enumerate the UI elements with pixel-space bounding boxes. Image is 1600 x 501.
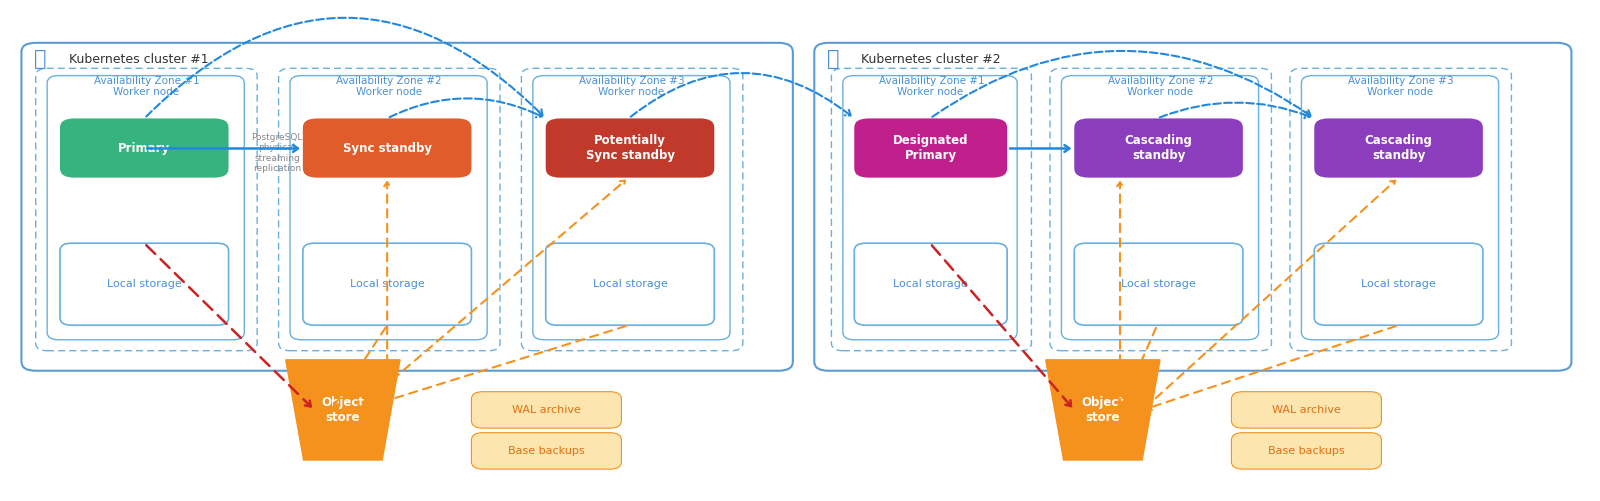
Text: Local storage: Local storage: [1362, 279, 1435, 289]
FancyBboxPatch shape: [1232, 392, 1381, 428]
Text: Kubernetes cluster #2: Kubernetes cluster #2: [861, 53, 1002, 66]
Text: Local storage: Local storage: [107, 279, 182, 289]
Text: WAL archive: WAL archive: [512, 405, 581, 415]
FancyBboxPatch shape: [1314, 243, 1483, 325]
Text: Object
store: Object store: [322, 396, 365, 424]
Text: Cascading
standby: Cascading standby: [1125, 134, 1192, 162]
FancyBboxPatch shape: [1232, 433, 1381, 469]
Text: Worker node: Worker node: [898, 87, 963, 97]
Text: Worker node: Worker node: [1126, 87, 1194, 97]
Text: ⎈: ⎈: [34, 49, 46, 69]
Text: Object
store: Object store: [1082, 396, 1125, 424]
Text: Local storage: Local storage: [893, 279, 968, 289]
Text: Worker node: Worker node: [355, 87, 422, 97]
FancyBboxPatch shape: [61, 118, 229, 178]
Text: Availability Zone #2: Availability Zone #2: [1107, 76, 1213, 86]
Polygon shape: [286, 360, 400, 460]
Text: Kubernetes cluster #1: Kubernetes cluster #1: [69, 53, 208, 66]
Text: Worker node: Worker node: [1366, 87, 1434, 97]
Text: Base backups: Base backups: [509, 446, 584, 456]
FancyBboxPatch shape: [1074, 118, 1243, 178]
Text: Sync standby: Sync standby: [342, 141, 432, 154]
Text: WAL archive: WAL archive: [1272, 405, 1341, 415]
FancyBboxPatch shape: [854, 118, 1006, 178]
Text: Availability Zone #1: Availability Zone #1: [878, 76, 984, 86]
Text: Worker node: Worker node: [112, 87, 179, 97]
FancyBboxPatch shape: [1314, 118, 1483, 178]
FancyBboxPatch shape: [61, 243, 229, 325]
FancyBboxPatch shape: [472, 433, 621, 469]
Text: Local storage: Local storage: [1122, 279, 1195, 289]
Polygon shape: [1046, 360, 1160, 460]
Text: ⎈: ⎈: [827, 49, 838, 69]
Text: Local storage: Local storage: [350, 279, 424, 289]
FancyBboxPatch shape: [546, 118, 714, 178]
Text: Availability Zone #3: Availability Zone #3: [579, 76, 685, 86]
Text: Cascading
standby: Cascading standby: [1365, 134, 1432, 162]
Text: Designated
Primary: Designated Primary: [893, 134, 968, 162]
Text: Availability Zone #2: Availability Zone #2: [336, 76, 442, 86]
Text: Base backups: Base backups: [1269, 446, 1344, 456]
FancyBboxPatch shape: [1074, 243, 1243, 325]
Text: Local storage: Local storage: [592, 279, 667, 289]
Text: Availability Zone #1: Availability Zone #1: [94, 76, 200, 86]
Text: Potentially
Sync standby: Potentially Sync standby: [586, 134, 675, 162]
Text: Primary: Primary: [118, 141, 170, 154]
FancyBboxPatch shape: [472, 392, 621, 428]
FancyBboxPatch shape: [854, 243, 1006, 325]
Text: Worker node: Worker node: [598, 87, 664, 97]
FancyBboxPatch shape: [302, 118, 472, 178]
Text: PostgreSQL
physical
streaming
replication: PostgreSQL physical streaming replicatio…: [251, 133, 302, 173]
FancyBboxPatch shape: [302, 243, 472, 325]
FancyBboxPatch shape: [546, 243, 714, 325]
Text: Availability Zone #3: Availability Zone #3: [1347, 76, 1453, 86]
